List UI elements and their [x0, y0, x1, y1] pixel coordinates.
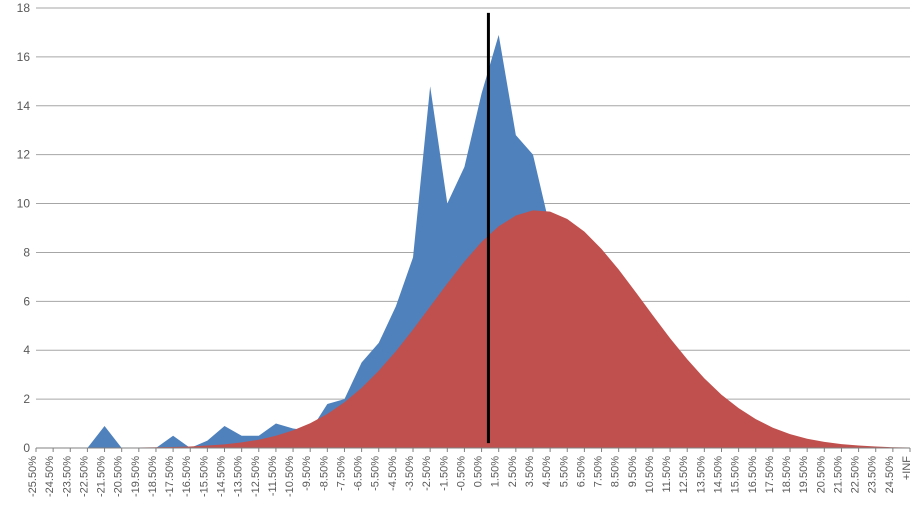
x-tick-label: 12.50%	[678, 456, 690, 494]
x-tick-label: 11.50%	[661, 456, 673, 493]
x-tick-label: 6.50%	[575, 456, 587, 487]
x-tick-label: 9.50%	[627, 456, 639, 487]
x-tick-label: 24.50%	[884, 456, 896, 494]
x-tick-label: 22.50%	[850, 456, 862, 494]
x-tick-label: 4.50%	[541, 456, 553, 487]
y-tick-label: 0	[23, 441, 30, 455]
x-tick-label: -23.50%	[61, 456, 73, 497]
x-tick-label: 20.50%	[815, 456, 827, 494]
x-tick-label: -3.50%	[404, 456, 416, 491]
x-tick-label: 19.50%	[798, 456, 810, 494]
x-tick-label: -8.50%	[318, 456, 330, 491]
x-tick-label: -11.50%	[267, 456, 279, 496]
x-tick-label: -24.50%	[44, 456, 56, 497]
y-tick-label: 10	[17, 197, 31, 211]
x-tick-label: -20.50%	[113, 456, 125, 497]
x-tick-label: 2.50%	[507, 456, 519, 487]
x-tick-label: -7.50%	[335, 456, 347, 491]
x-tick-label: 7.50%	[593, 456, 605, 487]
x-tick-label: -6.50%	[353, 456, 365, 491]
y-tick-label: 16	[17, 50, 31, 64]
x-tick-label: 10.50%	[644, 456, 656, 494]
x-tick-label: -22.50%	[78, 456, 90, 497]
x-tick-label: 18.50%	[781, 456, 793, 494]
x-tick-label: -13.50%	[233, 456, 245, 497]
x-tick-label: +INF	[901, 456, 913, 480]
y-tick-label: 6	[23, 294, 30, 308]
x-tick-label: -9.50%	[301, 456, 313, 491]
y-tick-label: 18	[17, 1, 31, 15]
x-tick-label: -16.50%	[181, 456, 193, 497]
x-tick-label: 1.50%	[490, 456, 502, 487]
x-tick-label: -0.50%	[455, 456, 467, 491]
y-tick-label: 4	[23, 343, 30, 357]
x-tick-label: 0.50%	[473, 456, 485, 487]
x-tick-label: -14.50%	[216, 456, 228, 497]
x-tick-label: 16.50%	[747, 456, 759, 494]
x-tick-label: -17.50%	[164, 456, 176, 497]
distribution-chart: { "chart": { "type": "area-histogram-wit…	[0, 0, 917, 514]
x-tick-label: -25.50%	[27, 456, 39, 497]
x-tick-label: -18.50%	[147, 456, 159, 497]
y-tick-label: 12	[17, 148, 31, 162]
chart-svg: 0 2 4 6 8 10 12 14 16 18 -25.50% -24.50% -23.50% -22.…	[0, 0, 917, 514]
x-tick-label: -4.50%	[387, 456, 399, 491]
y-tick-label: 8	[23, 245, 30, 259]
x-tick-label: 17.50%	[764, 456, 776, 494]
x-tick-label: -21.50%	[96, 456, 108, 497]
x-tick-label: 3.50%	[524, 456, 536, 487]
x-tick-label: 21.50%	[832, 456, 844, 494]
x-tick-label: 8.50%	[610, 456, 622, 487]
x-tick-label: -12.50%	[250, 456, 262, 497]
x-tick-label: 13.50%	[695, 456, 707, 494]
x-tick-label: 5.50%	[558, 456, 570, 487]
x-tick-label: 15.50%	[730, 456, 742, 494]
x-tick-label: -5.50%	[370, 456, 382, 491]
x-tick-label: 14.50%	[712, 456, 724, 494]
x-tick-label: -1.50%	[438, 456, 450, 491]
x-tick-label: 23.50%	[867, 456, 879, 494]
y-tick-label: 2	[23, 392, 30, 406]
x-tick-label: -2.50%	[421, 456, 433, 491]
y-tick-label: 14	[17, 99, 31, 113]
x-tick-label: -15.50%	[198, 456, 210, 497]
x-tick-label: -19.50%	[130, 456, 142, 497]
x-tick-label: -10.50%	[284, 456, 296, 497]
